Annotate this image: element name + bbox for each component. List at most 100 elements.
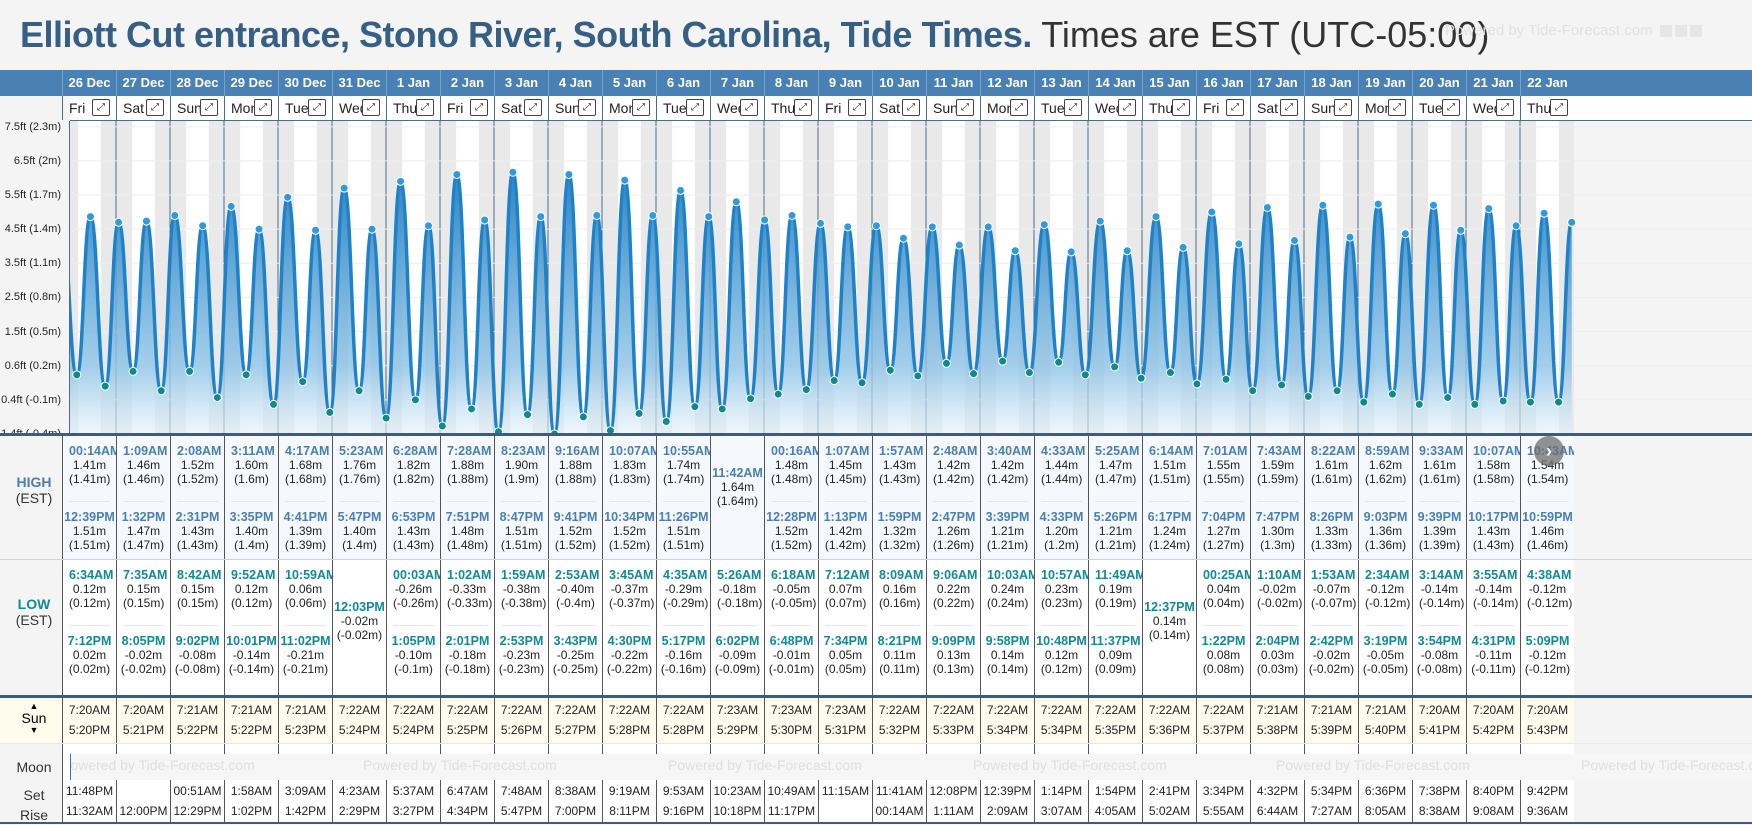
low-tide-cell: 3:45AM -0.37m (-0.37m) 4:30PM -0.22m (-0.22m) [602, 560, 656, 695]
high-tide-entry: 3:39PM 1.21m (1.21m) [981, 502, 1034, 559]
expand-day-icon[interactable]: ⤢ [956, 99, 974, 116]
high-tide-point [1567, 217, 1577, 227]
expand-day-icon[interactable]: ⤢ [794, 99, 812, 116]
moonset-time: 1:58AM [230, 784, 273, 798]
low-tide-height: 0.09m [1098, 648, 1133, 662]
next-page-button[interactable]: › [1534, 436, 1564, 466]
expand-day-icon[interactable]: ⤢ [362, 99, 380, 116]
expand-day-icon[interactable]: ⤢ [524, 99, 542, 116]
weekday-cell: Sat ⤢ [494, 96, 548, 120]
expand-day-icon[interactable]: ⤢ [470, 99, 488, 116]
expand-day-icon[interactable]: ⤢ [308, 99, 326, 116]
weekday-label: Mon [987, 100, 1015, 116]
high-tide-point [1039, 220, 1049, 230]
moonset-time: 8:40PM [1472, 784, 1515, 798]
high-tide-time: 6:28AM [393, 444, 438, 458]
low-tide-entry: 4:31PM -0.11m (-0.11m) [1467, 626, 1520, 692]
expand-day-icon[interactable]: ⤢ [1496, 99, 1514, 116]
high-tide-cell: 8:59AM 1.62m (1.62m) 9:03PM 1.36m (1.36m) [1358, 436, 1412, 559]
moonrise-time: 1:02PM [230, 804, 273, 818]
sun-times-cell: 7:21AM 5:22PM [224, 698, 278, 743]
low-tide-height-alt: (-0.29m) [663, 596, 709, 610]
sunrise-time: 7:21AM [284, 703, 327, 717]
expand-day-icon[interactable]: ⤢ [1226, 99, 1244, 116]
date-header: 21 Jan [1466, 70, 1520, 96]
high-tide-height-alt: (1.74m) [663, 472, 705, 486]
low-tide-height: -0.29m [664, 582, 703, 596]
expand-day-icon[interactable]: ⤢ [848, 99, 866, 116]
weekday-cell: Sat ⤢ [116, 96, 170, 120]
low-tide-entry: 6:48PM -0.01m (-0.01m) [765, 626, 818, 692]
low-tide-point [913, 371, 923, 381]
high-tide-cell: 4:17AM 1.68m (1.68m) 4:41PM 1.39m (1.39m) [278, 436, 332, 559]
high-tide-entry: 7:51PM 1.48m (1.48m) [441, 502, 494, 559]
weekday-cell: Wed ⤢ [710, 96, 764, 120]
high-tide-height-alt: (1.4m) [234, 538, 269, 552]
low-tide-time: 10:57AM [1041, 568, 1088, 582]
weekday-cell: Tue ⤢ [278, 96, 332, 120]
moonrise-time: 00:14AM [875, 804, 924, 818]
low-tide-height: 0.15m [126, 582, 161, 596]
low-tide-point [605, 426, 615, 434]
sunrise-time: 7:20AM [1526, 703, 1569, 717]
high-tide-time: 10:07AM [609, 444, 656, 458]
expand-day-icon[interactable]: ⤢ [416, 99, 434, 116]
low-tide-entry: 1:59AM -0.38m (-0.38m) [501, 560, 546, 626]
moonrise-time: 6:44AM [1256, 804, 1299, 818]
expand-day-icon[interactable]: ⤢ [1388, 99, 1406, 116]
expand-day-icon[interactable]: ⤢ [686, 99, 704, 116]
expand-day-icon[interactable]: ⤢ [92, 99, 110, 116]
high-tide-height-alt: (1.55m) [1203, 472, 1245, 486]
low-tide-point [100, 381, 110, 391]
low-tide-point [1387, 389, 1397, 399]
moonset-time: 9:42PM [1526, 784, 1569, 798]
low-tide-height: -0.02m [1258, 582, 1297, 596]
high-label: HIGH [16, 474, 52, 490]
expand-day-icon[interactable]: ⤢ [254, 99, 272, 116]
low-tide-time: 9:09PM [931, 634, 976, 648]
expand-day-icon[interactable]: ⤢ [1334, 99, 1352, 116]
high-tide-point [898, 233, 908, 243]
high-tide-height-alt: (1.42m) [987, 472, 1029, 486]
low-tide-entry: 00:25AM 0.04m (0.04m) [1203, 560, 1250, 626]
sunrise-time: 7:22AM [986, 703, 1029, 717]
expand-day-icon[interactable]: ⤢ [632, 99, 650, 116]
sunrise-time: 7:22AM [500, 703, 543, 717]
expand-day-icon[interactable]: ⤢ [146, 99, 164, 116]
y-tick-label: 0.6ft (0.2m) [4, 359, 61, 372]
expand-day-icon[interactable]: ⤢ [200, 99, 218, 116]
low-tide-height-alt: (-0.01m) [768, 662, 815, 676]
expand-day-icon[interactable]: ⤢ [1010, 99, 1028, 116]
expand-day-icon[interactable]: ⤢ [1118, 99, 1136, 116]
moonset-time: 12:08PM [929, 784, 978, 798]
high-tide-height: 1.74m [666, 458, 701, 472]
low-tide-time: 3:45AM [609, 568, 654, 582]
high-tide-height: 1.40m [234, 524, 269, 538]
expand-day-icon[interactable]: ⤢ [1442, 99, 1460, 116]
expand-day-icon[interactable]: ⤢ [1064, 99, 1082, 116]
low-tide-height: -0.33m [448, 582, 487, 596]
watermark-top: Powered by Tide-Forecast.com [1445, 22, 1702, 39]
expand-day-icon[interactable]: ⤢ [1550, 99, 1568, 116]
sun-times-cell: 7:22AM 5:34PM [980, 698, 1034, 743]
expand-day-icon[interactable]: ⤢ [740, 99, 758, 116]
high-tide-height: 1.30m [1260, 524, 1295, 538]
high-tide-time: 6:53PM [391, 510, 436, 524]
expand-day-icon[interactable]: ⤢ [578, 99, 596, 116]
high-tide-height: 1.51m [72, 524, 107, 538]
low-tide-height-alt: (0.11m) [879, 662, 920, 676]
low-tide-cell: 1:02AM -0.33m (-0.33m) 2:01PM -0.18m (-0.18m) [440, 560, 494, 695]
high-tide-height: 1.39m [1422, 524, 1457, 538]
expand-day-icon[interactable]: ⤢ [1172, 99, 1190, 116]
high-tide-time: 11:42AM [712, 466, 763, 480]
low-tide-point [829, 376, 839, 386]
low-tide-height-alt: (-0.18m) [717, 596, 763, 610]
high-tide-entry: 10:55AM 1.74m (1.74m) [663, 436, 710, 502]
low-tide-point [410, 395, 420, 405]
high-tide-cell: 7:01AM 1.55m (1.55m) 7:04PM 1.27m (1.27m) [1196, 436, 1250, 559]
expand-day-icon[interactable]: ⤢ [1280, 99, 1298, 116]
expand-day-icon[interactable]: ⤢ [902, 99, 920, 116]
tide-table: 26 Dec 27 Dec 28 Dec 29 Dec 30 Dec 31 Dec 1 Ja… [0, 70, 1752, 824]
high-tide-time: 11:26PM [658, 510, 709, 524]
weekday-label: Sat [501, 100, 523, 116]
